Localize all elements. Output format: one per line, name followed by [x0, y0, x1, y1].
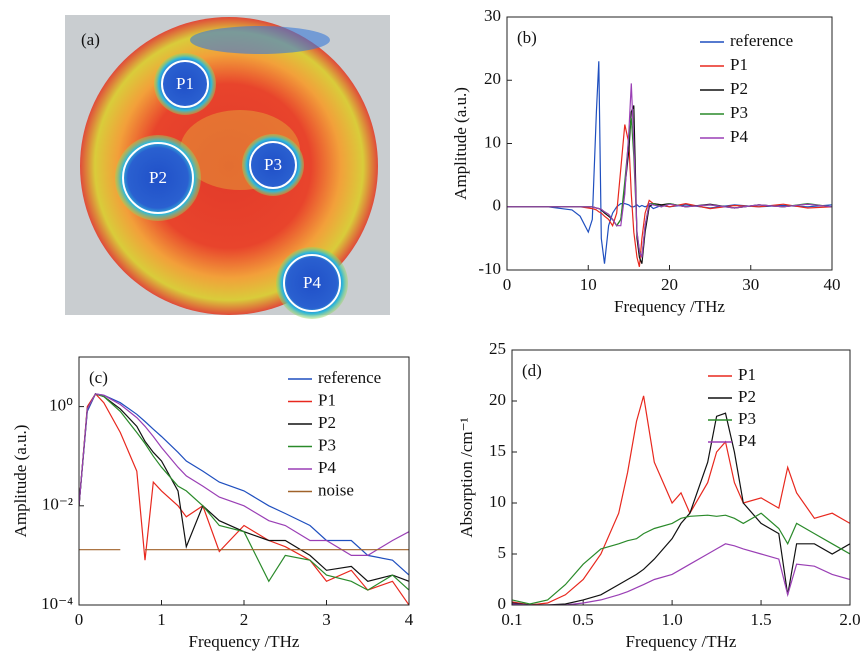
defect-ring — [249, 141, 297, 189]
legend-label: noise — [318, 480, 354, 499]
y-tick-label: 30 — [484, 6, 501, 25]
defect-ring — [122, 142, 194, 214]
x-tick-label: 2.0 — [839, 610, 860, 629]
series-line — [79, 393, 409, 582]
plot-frame — [506, 16, 833, 271]
legend-label: P2 — [738, 387, 756, 406]
x-tick-label: 30 — [742, 275, 759, 294]
y-tick-label: 10⁻² — [42, 495, 73, 514]
defect-spot — [242, 134, 304, 196]
y-tick-label: 20 — [489, 390, 506, 409]
x-axis-label: Frequency /THz — [614, 297, 725, 316]
y-tick-label: 15 — [489, 441, 506, 460]
x-tick-label: 0.5 — [573, 610, 594, 629]
series-line — [79, 393, 409, 591]
series-line — [512, 412, 850, 605]
legend-label: reference — [730, 31, 793, 50]
y-axis-label: Absorption /cm⁻¹ — [457, 417, 476, 537]
legend-label: P3 — [730, 103, 748, 122]
y-tick-label: 0 — [493, 196, 502, 215]
y-tick-label: 0 — [498, 594, 507, 613]
series-line — [507, 124, 832, 267]
panel-label: (c) — [89, 368, 108, 387]
series-line — [512, 543, 850, 605]
plot-frame — [511, 349, 851, 606]
x-tick-label: 4 — [405, 610, 414, 629]
series-line — [507, 83, 832, 258]
panel-label: (b) — [517, 28, 537, 47]
legend-label: P1 — [738, 365, 756, 384]
x-tick-label: 0.1 — [501, 610, 522, 629]
y-tick-label: 10 — [489, 492, 506, 511]
series-line — [507, 118, 832, 258]
x-tick-label: 40 — [824, 275, 841, 294]
x-tick-label: 1 — [157, 610, 166, 629]
y-tick-label: 20 — [484, 69, 501, 88]
legend-label: P2 — [730, 79, 748, 98]
legend-label: P4 — [738, 431, 756, 450]
y-tick-label: 25 — [489, 339, 506, 358]
x-axis-label: Frequency /THz — [626, 632, 737, 651]
y-tick-label: 10⁻⁴ — [41, 594, 73, 613]
x-tick-label: 0 — [75, 610, 84, 629]
x-tick-label: 3 — [322, 610, 331, 629]
spot-label: P4 — [303, 273, 321, 292]
legend-label: P3 — [318, 435, 336, 454]
y-tick-label: 10⁰ — [49, 396, 73, 415]
series-line — [79, 392, 409, 605]
x-tick-label: 2 — [240, 610, 249, 629]
series-line — [79, 393, 409, 556]
sample-disc — [80, 17, 378, 315]
x-tick-label: 0 — [503, 275, 512, 294]
plot-lines — [507, 61, 832, 267]
plot-lines — [512, 395, 850, 605]
series-line — [512, 512, 850, 605]
legend-label: P1 — [318, 390, 336, 409]
series-line — [507, 61, 832, 264]
spot-label: P3 — [264, 155, 282, 174]
defect-spot — [276, 247, 348, 319]
legend-label: P1 — [730, 55, 748, 74]
legend-label: P2 — [318, 413, 336, 432]
x-tick-label: 1.0 — [661, 610, 682, 629]
defect-spot — [115, 135, 201, 221]
x-tick-label: 1.5 — [750, 610, 771, 629]
x-tick-label: 10 — [580, 275, 597, 294]
spot-label: P2 — [149, 168, 167, 187]
spot-label: P1 — [176, 74, 194, 93]
series-line — [79, 393, 409, 576]
plot-frame — [78, 356, 410, 606]
y-axis-label: Amplitude (a.u.) — [11, 425, 30, 538]
defect-ring — [283, 254, 341, 312]
y-axis-label: Amplitude (a.u.) — [451, 87, 470, 200]
legend-label: P4 — [318, 458, 336, 477]
plot-lines — [79, 392, 409, 605]
y-tick-label: -10 — [478, 259, 501, 278]
panel-label: (d) — [522, 361, 542, 380]
x-axis-label: Frequency /THz — [189, 632, 300, 651]
series-line — [512, 395, 850, 605]
y-tick-label: 5 — [498, 543, 507, 562]
series-line — [507, 105, 832, 264]
defect-ring — [161, 60, 209, 108]
x-tick-label: 20 — [661, 275, 678, 294]
legend-label: P3 — [738, 409, 756, 428]
y-tick-label: 10 — [484, 132, 501, 151]
legend-label: P4 — [730, 127, 748, 146]
blue-edge — [190, 26, 330, 54]
defect-spot — [154, 53, 216, 115]
legend-label: reference — [318, 368, 381, 387]
panel-label: (a) — [81, 30, 100, 49]
